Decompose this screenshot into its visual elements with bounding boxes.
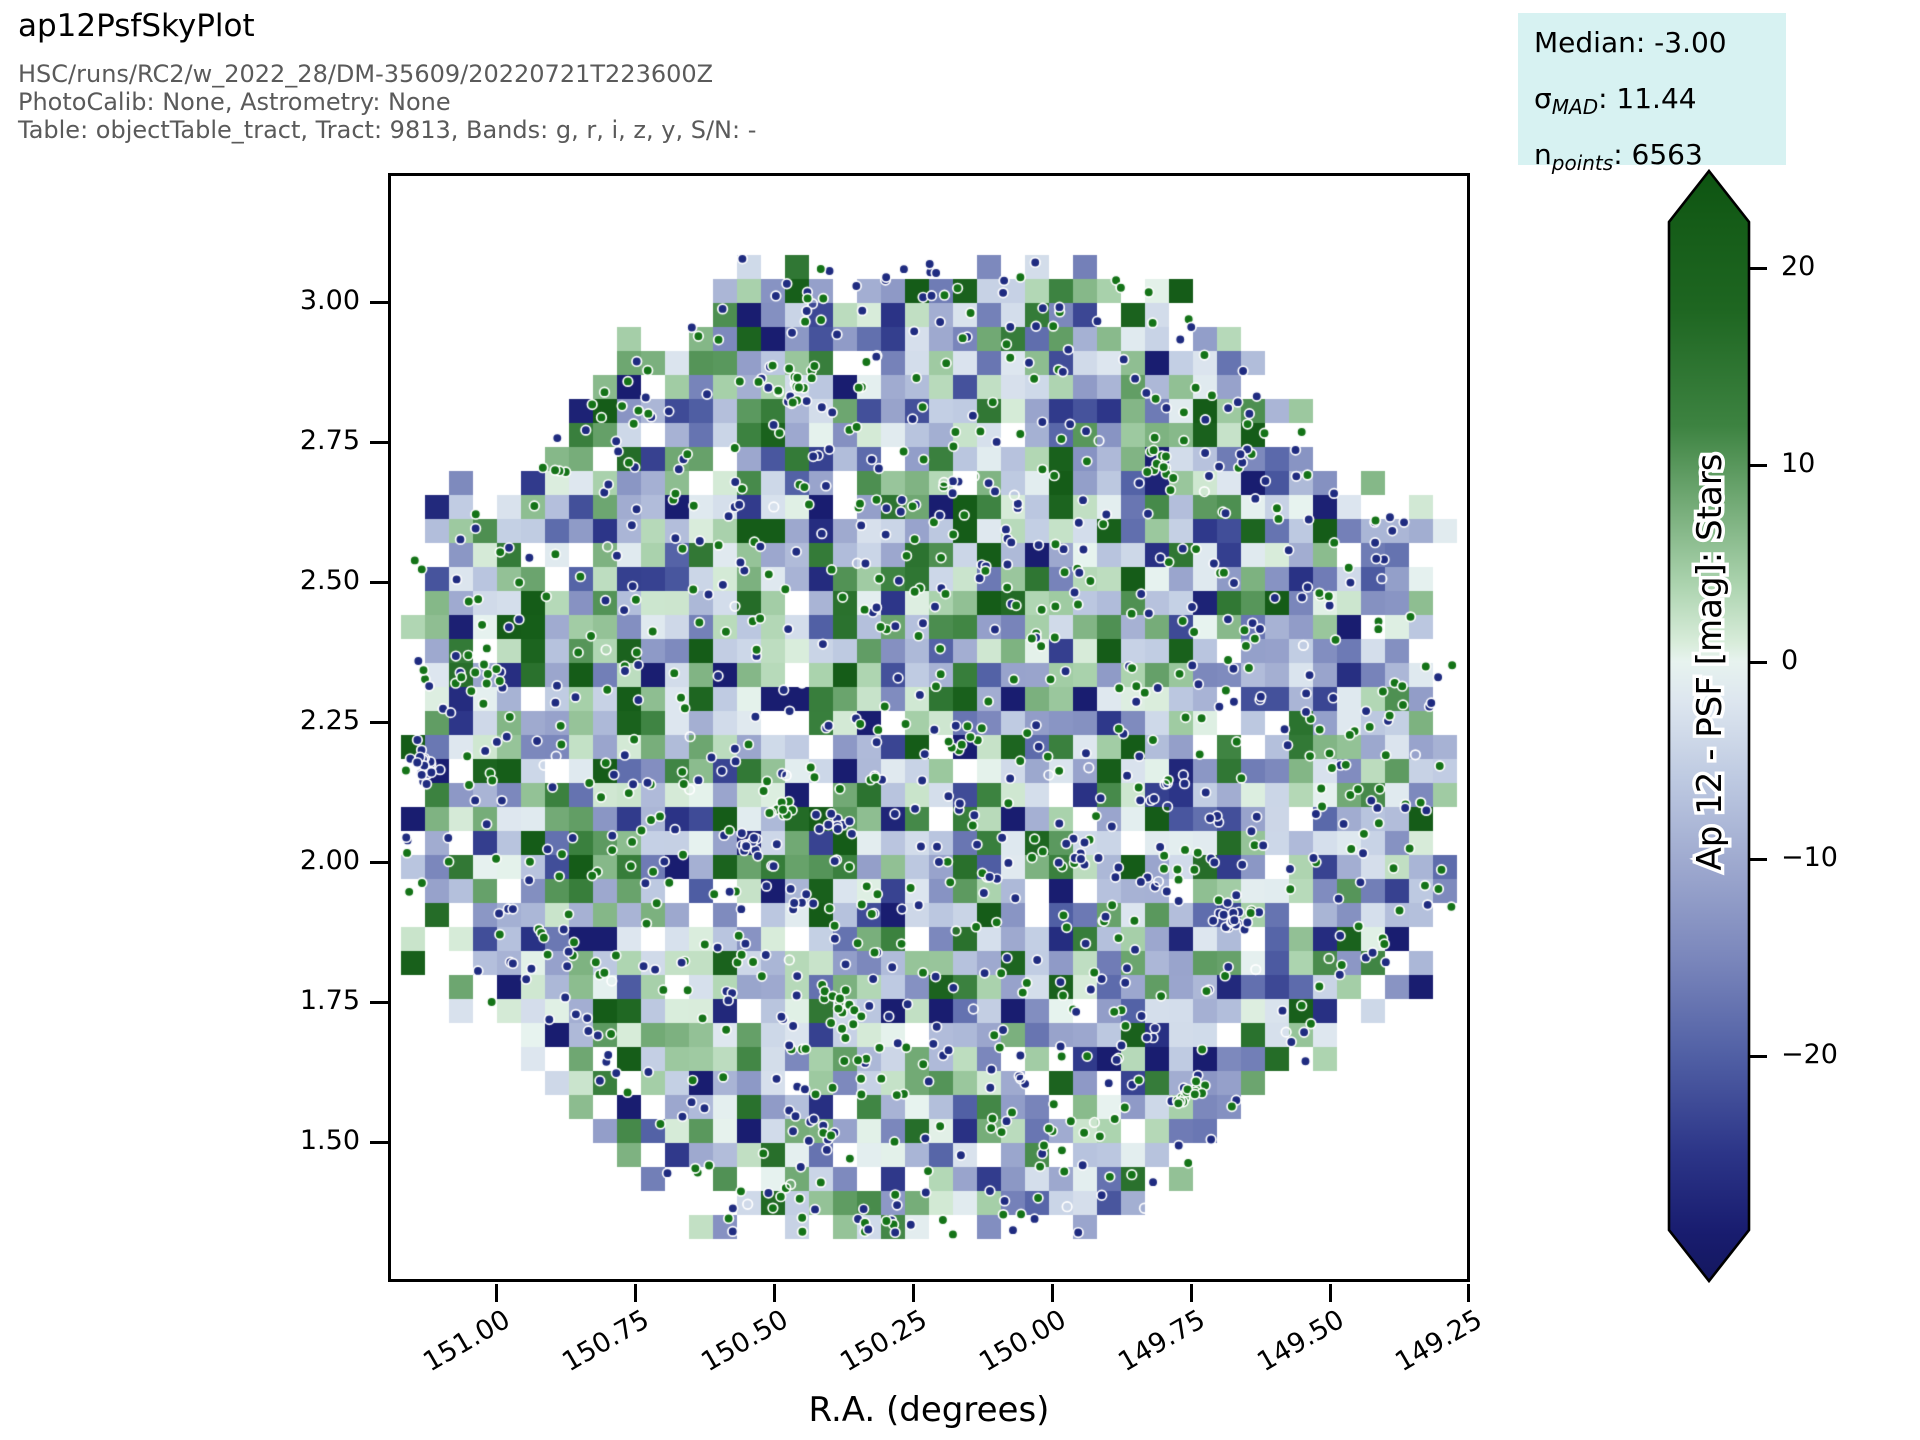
x-tick-mark bbox=[912, 1284, 915, 1302]
y-tick-mark bbox=[370, 581, 388, 584]
x-tick-mark bbox=[773, 1284, 776, 1302]
y-tick-label: 1.50 bbox=[299, 1125, 360, 1156]
y-tick-label: 2.25 bbox=[299, 705, 360, 736]
x-tick-label: 149.50 bbox=[1252, 1304, 1350, 1379]
colorbar-tick-label: −20 bbox=[1781, 1039, 1838, 1070]
x-tick-mark bbox=[1190, 1284, 1193, 1302]
colorbar-tick-mark bbox=[1749, 858, 1767, 861]
y-tick-mark bbox=[370, 1001, 388, 1004]
run-collection-subtitle: HSC/runs/RC2/w_2022_28/DM-35609/20220721… bbox=[18, 60, 714, 88]
x-tick-mark bbox=[1051, 1284, 1054, 1302]
colorbar-tick-mark bbox=[1749, 464, 1767, 467]
x-tick-mark bbox=[1467, 1284, 1470, 1302]
x-tick-label: 151.00 bbox=[418, 1304, 516, 1379]
stats-summary-box: Median: -3.00 σMAD: 11.44 npoints: 6563 bbox=[1518, 13, 1786, 175]
colorbar: Ap 12 - PSF [mag]: Stars bbox=[1667, 168, 1751, 1284]
x-axis-title: R.A. (degrees) bbox=[808, 1390, 1050, 1430]
y-tick-label: 2.00 bbox=[299, 845, 360, 876]
y-tick-label: 1.75 bbox=[299, 985, 360, 1016]
y-tick-label: 2.75 bbox=[299, 425, 360, 456]
y-tick-mark bbox=[370, 441, 388, 444]
plot-area bbox=[388, 173, 1470, 1282]
x-tick-mark bbox=[634, 1284, 637, 1302]
colorbar-tick-label: 10 bbox=[1781, 448, 1816, 479]
table-info-subtitle: Table: objectTable_tract, Tract: 9813, B… bbox=[18, 116, 757, 144]
x-tick-mark bbox=[1329, 1284, 1332, 1302]
colorbar-tick-mark bbox=[1749, 267, 1767, 270]
y-tick-mark bbox=[370, 1141, 388, 1144]
x-tick-label: 149.25 bbox=[1390, 1304, 1488, 1379]
y-tick-label: 2.50 bbox=[299, 565, 360, 596]
stat-sigma-mad: σMAD: 11.44 bbox=[1534, 82, 1697, 119]
colorbar-tick-mark bbox=[1749, 1055, 1767, 1058]
colorbar-tick-label: 20 bbox=[1781, 251, 1816, 282]
colorbar-tick-label: −10 bbox=[1781, 842, 1838, 873]
x-tick-label: 150.75 bbox=[557, 1304, 655, 1379]
x-tick-mark bbox=[495, 1284, 498, 1302]
stat-n-points: npoints: 6563 bbox=[1534, 138, 1703, 175]
calibration-subtitle: PhotoCalib: None, Astrometry: None bbox=[18, 88, 451, 116]
colorbar-axis-title: Ap 12 - PSF [mag]: Stars bbox=[1690, 453, 1730, 870]
colorbar-tick-label: 0 bbox=[1781, 645, 1799, 676]
stat-median: Median: -3.00 bbox=[1534, 26, 1727, 59]
y-tick-label: 3.00 bbox=[299, 285, 360, 316]
colorbar-tick-mark bbox=[1749, 661, 1767, 664]
page-title: ap12PsfSkyPlot bbox=[18, 8, 255, 44]
sky-plot-bins-and-points bbox=[391, 176, 1467, 1279]
colorbar-bar bbox=[1667, 168, 1751, 1284]
y-tick-mark bbox=[370, 301, 388, 304]
y-tick-mark bbox=[370, 861, 388, 864]
y-tick-mark bbox=[370, 721, 388, 724]
